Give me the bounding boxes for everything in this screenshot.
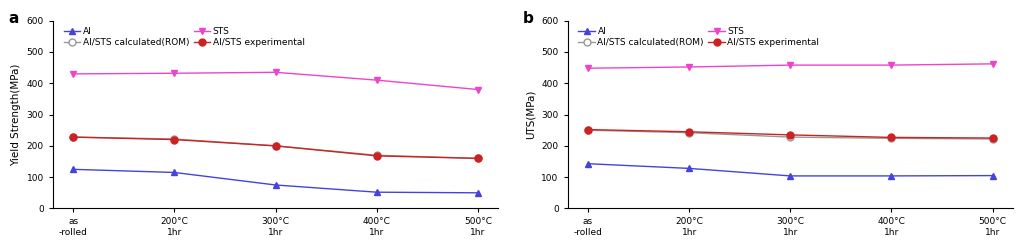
Al/STS calculated(ROM): [986, 137, 998, 140]
STS: [784, 64, 797, 67]
Al/STS experimental: [371, 155, 383, 157]
Al: [472, 191, 484, 194]
Al: [67, 168, 79, 171]
Line: STS: STS: [70, 69, 481, 93]
Al/STS calculated(ROM): [269, 144, 282, 147]
Text: b: b: [523, 11, 535, 26]
STS: [683, 65, 695, 68]
Al/STS experimental: [886, 136, 898, 139]
STS: [472, 88, 484, 91]
Al/STS calculated(ROM): [168, 137, 180, 140]
Al/STS calculated(ROM): [472, 157, 484, 160]
Al/STS experimental: [683, 130, 695, 133]
Y-axis label: UTS(MPa): UTS(MPa): [526, 90, 536, 139]
Al/STS calculated(ROM): [784, 136, 797, 139]
Line: STS: STS: [585, 60, 996, 72]
Line: Al: Al: [70, 166, 481, 196]
Al: [683, 167, 695, 170]
Al: [784, 174, 797, 177]
Al/STS experimental: [582, 128, 594, 131]
Al/STS experimental: [784, 133, 797, 136]
Al/STS experimental: [168, 138, 180, 141]
Al/STS experimental: [986, 137, 998, 140]
Line: Al/STS calculated(ROM): Al/STS calculated(ROM): [585, 127, 996, 142]
Line: Al: Al: [585, 160, 996, 179]
STS: [168, 72, 180, 75]
STS: [371, 79, 383, 82]
STS: [67, 72, 79, 75]
Legend: Al, Al/STS calculated(ROM), STS, Al/STS experimental: Al, Al/STS calculated(ROM), STS, Al/STS …: [577, 25, 821, 49]
Line: Al/STS experimental: Al/STS experimental: [70, 134, 481, 162]
Al: [886, 174, 898, 177]
Al: [371, 191, 383, 194]
STS: [582, 67, 594, 70]
Al: [168, 171, 180, 174]
Al/STS calculated(ROM): [67, 136, 79, 139]
Text: a: a: [8, 11, 18, 26]
Al: [582, 162, 594, 165]
Al/STS experimental: [67, 136, 79, 139]
STS: [886, 64, 898, 67]
Legend: Al, Al/STS calculated(ROM), STS, Al/STS experimental: Al, Al/STS calculated(ROM), STS, Al/STS …: [61, 25, 306, 49]
Y-axis label: Yield Strength(MPa): Yield Strength(MPa): [11, 63, 22, 166]
Line: Al/STS experimental: Al/STS experimental: [585, 126, 996, 142]
STS: [269, 71, 282, 74]
Al/STS calculated(ROM): [371, 154, 383, 157]
Al: [986, 174, 998, 177]
Al/STS calculated(ROM): [886, 137, 898, 140]
Al/STS calculated(ROM): [683, 131, 695, 134]
Al/STS experimental: [269, 144, 282, 147]
Al/STS experimental: [472, 157, 484, 160]
Line: Al/STS calculated(ROM): Al/STS calculated(ROM): [70, 134, 481, 162]
STS: [986, 62, 998, 65]
Al: [269, 184, 282, 186]
Al/STS calculated(ROM): [582, 129, 594, 132]
